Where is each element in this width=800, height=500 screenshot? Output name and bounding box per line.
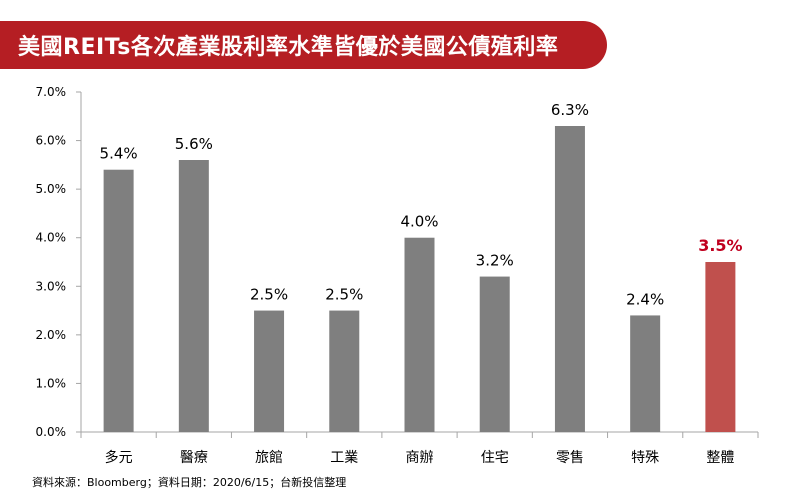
bar [178, 160, 209, 432]
x-tick-label: 多元 [105, 449, 133, 466]
y-tick-label: 0.0% [36, 425, 67, 439]
y-tick-label: 4.0% [36, 231, 67, 245]
x-tick-label: 旅館 [255, 449, 283, 466]
bar [554, 126, 585, 432]
y-tick-label: 2.0% [36, 328, 67, 342]
x-tick-label: 零售 [556, 450, 584, 466]
x-tick-label: 醫療 [180, 449, 208, 466]
data-label: 2.5% [325, 286, 363, 304]
source-footnote: 資料來源：Bloomberg；資料日期：2020/6/15；台新投信整理 [32, 476, 347, 489]
data-label: 6.3% [551, 101, 589, 119]
x-tick-label: 住宅 [481, 450, 509, 466]
title-banner: 美國REITs各次產業股利率水準皆優於美國公債殖利率 [0, 21, 607, 69]
x-tick-label: 工業 [330, 450, 358, 466]
data-label: 2.5% [250, 286, 288, 304]
data-label: 3.2% [476, 252, 514, 270]
bar [404, 237, 435, 432]
y-tick-label: 7.0% [36, 85, 67, 99]
chart-title: 美國REITs各次產業股利率水準皆優於美國公債殖利率 [18, 35, 559, 60]
x-tick-label: 整體 [706, 450, 734, 466]
bar [329, 310, 360, 432]
bar [630, 315, 661, 432]
y-tick-label: 6.0% [36, 134, 67, 148]
x-tick-label: 商辦 [406, 450, 434, 466]
y-tick-label: 1.0% [36, 376, 67, 390]
bar [103, 169, 134, 432]
data-label: 5.4% [100, 145, 138, 163]
data-label: 3.5% [698, 236, 742, 255]
bar [705, 262, 736, 432]
data-label: 2.4% [626, 290, 664, 308]
bar [254, 310, 285, 432]
bar [479, 276, 510, 432]
y-tick-label: 3.0% [36, 279, 67, 293]
data-label: 4.0% [400, 213, 438, 231]
y-tick-label: 5.0% [36, 182, 67, 196]
x-tick-label: 特殊 [631, 450, 659, 466]
data-label: 5.6% [175, 135, 213, 153]
